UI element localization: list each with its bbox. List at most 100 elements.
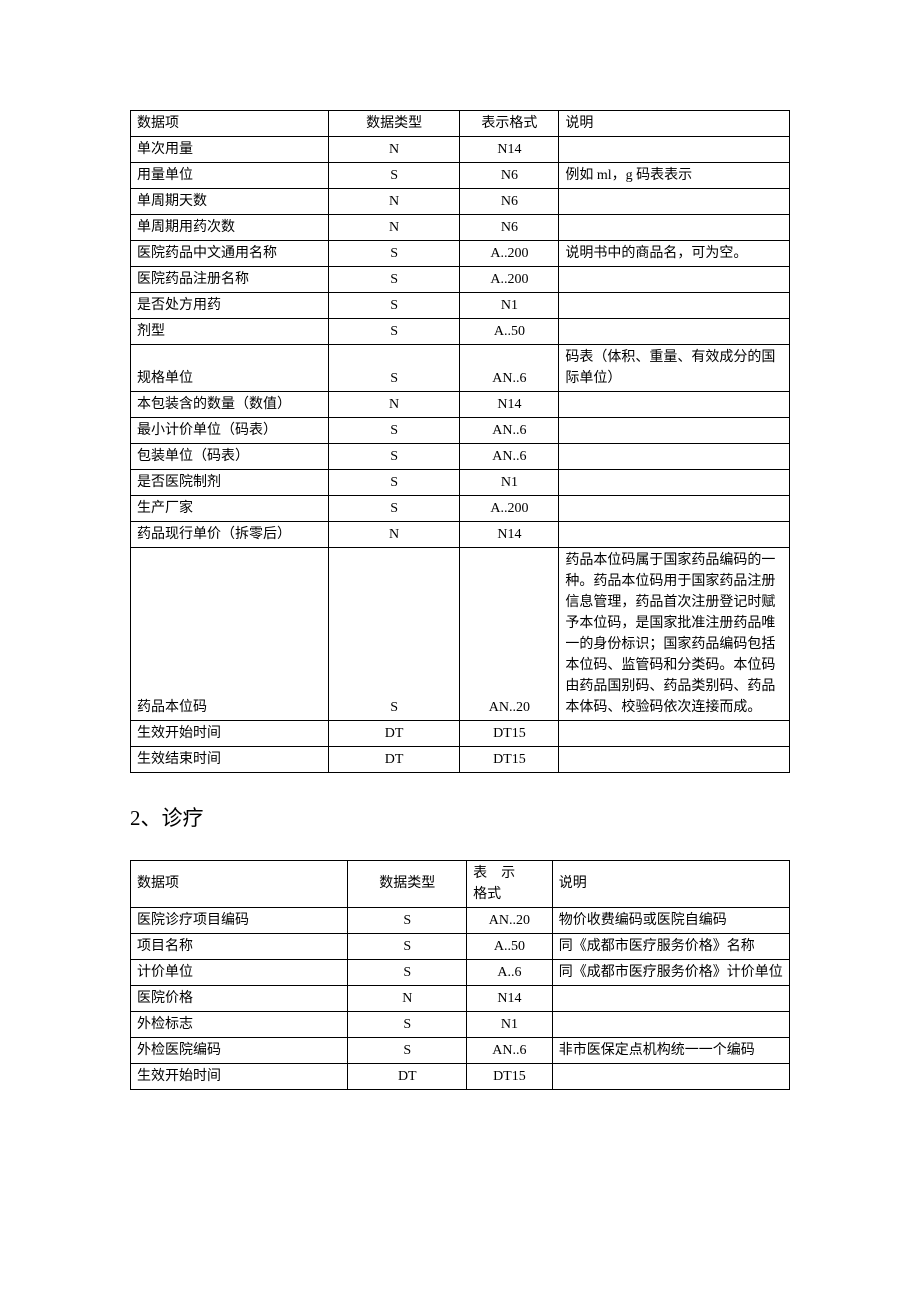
cell-name: 药品本位码	[131, 548, 329, 721]
cell-name: 单周期用药次数	[131, 215, 329, 241]
cell-type: N	[348, 985, 467, 1011]
cell-desc	[559, 189, 790, 215]
cell-format: N1	[460, 470, 559, 496]
cell-type: S	[328, 163, 460, 189]
cell-desc	[552, 985, 789, 1011]
header-format-line1: 表示	[473, 866, 529, 881]
cell-format: N14	[467, 985, 553, 1011]
header-description: 说明	[559, 111, 790, 137]
cell-desc	[559, 747, 790, 773]
cell-desc	[552, 1011, 789, 1037]
cell-type: S	[348, 959, 467, 985]
cell-format: A..200	[460, 267, 559, 293]
cell-desc	[559, 444, 790, 470]
cell-name: 药品现行单价（拆零后）	[131, 522, 329, 548]
table-row: 是否处方用药 S N1	[131, 293, 790, 319]
cell-desc: 码表（体积、重量、有效成分的国际单位）	[559, 345, 790, 392]
table-row: 用量单位 S N6 例如 ml，g 码表表示	[131, 163, 790, 189]
cell-type: S	[348, 1011, 467, 1037]
cell-type: S	[328, 319, 460, 345]
header-data-type: 数据类型	[348, 860, 467, 907]
cell-format: N14	[460, 392, 559, 418]
header-format: 表示 格式	[467, 860, 553, 907]
cell-desc	[559, 293, 790, 319]
cell-desc: 同《成都市医疗服务价格》计价单位	[552, 959, 789, 985]
table-row: 单次用量 N N14	[131, 137, 790, 163]
cell-desc	[559, 215, 790, 241]
cell-desc	[559, 470, 790, 496]
cell-desc: 物价收费编码或医院自编码	[552, 907, 789, 933]
header-format-line2: 格式	[473, 887, 501, 902]
cell-format: A..200	[460, 496, 559, 522]
cell-type: S	[328, 418, 460, 444]
cell-type: S	[348, 1037, 467, 1063]
cell-name: 计价单位	[131, 959, 348, 985]
cell-format: N1	[460, 293, 559, 319]
cell-format: N6	[460, 163, 559, 189]
table-row: 剂型 S A..50	[131, 319, 790, 345]
cell-name: 外检标志	[131, 1011, 348, 1037]
table-row: 包装单位（码表） S AN..6	[131, 444, 790, 470]
cell-desc	[559, 522, 790, 548]
cell-name: 医院药品中文通用名称	[131, 241, 329, 267]
table-data-items-1: 数据项 数据类型 表示格式 说明 单次用量 N N14 用量单位 S N6 例如…	[130, 110, 790, 773]
table-row: 单周期天数 N N6	[131, 189, 790, 215]
header-format: 表示格式	[460, 111, 559, 137]
cell-format: N14	[460, 137, 559, 163]
cell-type: N	[328, 189, 460, 215]
cell-desc: 例如 ml，g 码表表示	[559, 163, 790, 189]
cell-desc: 非市医保定点机构统一一个编码	[552, 1037, 789, 1063]
cell-name: 生效开始时间	[131, 1063, 348, 1089]
header-description: 说明	[552, 860, 789, 907]
header-data-item: 数据项	[131, 111, 329, 137]
cell-format: N6	[460, 189, 559, 215]
cell-format: AN..20	[460, 548, 559, 721]
table-body-2: 医院诊疗项目编码 S AN..20 物价收费编码或医院自编码 项目名称 S A.…	[131, 907, 790, 1089]
table-row: 计价单位 S A..6 同《成都市医疗服务价格》计价单位	[131, 959, 790, 985]
table-row: 药品现行单价（拆零后） N N14	[131, 522, 790, 548]
cell-format: AN..6	[460, 345, 559, 392]
cell-desc: 同《成都市医疗服务价格》名称	[552, 933, 789, 959]
cell-name: 单周期天数	[131, 189, 329, 215]
header-data-item: 数据项	[131, 860, 348, 907]
table-row: 生效开始时间 DT DT15	[131, 721, 790, 747]
cell-name: 规格单位	[131, 345, 329, 392]
table-row: 生产厂家 S A..200	[131, 496, 790, 522]
cell-desc: 药品本位码属于国家药品编码的一种。药品本位码用于国家药品注册信息管理，药品首次注…	[559, 548, 790, 721]
cell-type: S	[328, 470, 460, 496]
cell-type: N	[328, 215, 460, 241]
table-header-row: 数据项 数据类型 表示 格式 说明	[131, 860, 790, 907]
table-row: 医院药品中文通用名称 S A..200 说明书中的商品名，可为空。	[131, 241, 790, 267]
cell-type: N	[328, 137, 460, 163]
table-row: 项目名称 S A..50 同《成都市医疗服务价格》名称	[131, 933, 790, 959]
cell-name: 是否医院制剂	[131, 470, 329, 496]
cell-desc	[559, 721, 790, 747]
table-row: 是否医院制剂 S N1	[131, 470, 790, 496]
cell-type: S	[328, 293, 460, 319]
cell-name: 用量单位	[131, 163, 329, 189]
table-header-row: 数据项 数据类型 表示格式 说明	[131, 111, 790, 137]
cell-name: 生效开始时间	[131, 721, 329, 747]
table-row: 外检医院编码 S AN..6 非市医保定点机构统一一个编码	[131, 1037, 790, 1063]
cell-name: 生产厂家	[131, 496, 329, 522]
cell-type: S	[328, 548, 460, 721]
table-row: 生效结束时间 DT DT15	[131, 747, 790, 773]
cell-name: 单次用量	[131, 137, 329, 163]
cell-type: S	[328, 496, 460, 522]
table-row: 最小计价单位（码表） S AN..6	[131, 418, 790, 444]
cell-type: S	[348, 907, 467, 933]
cell-format: N6	[460, 215, 559, 241]
table-row: 本包装含的数量（数值） N N14	[131, 392, 790, 418]
cell-format: AN..20	[467, 907, 553, 933]
cell-name: 医院诊疗项目编码	[131, 907, 348, 933]
cell-type: S	[328, 345, 460, 392]
cell-type: S	[348, 933, 467, 959]
cell-type: S	[328, 267, 460, 293]
cell-name: 最小计价单位（码表）	[131, 418, 329, 444]
cell-name: 医院药品注册名称	[131, 267, 329, 293]
cell-format: DT15	[467, 1063, 553, 1089]
cell-format: N14	[460, 522, 559, 548]
cell-desc	[559, 267, 790, 293]
cell-format: DT15	[460, 747, 559, 773]
table-row: 生效开始时间 DT DT15	[131, 1063, 790, 1089]
